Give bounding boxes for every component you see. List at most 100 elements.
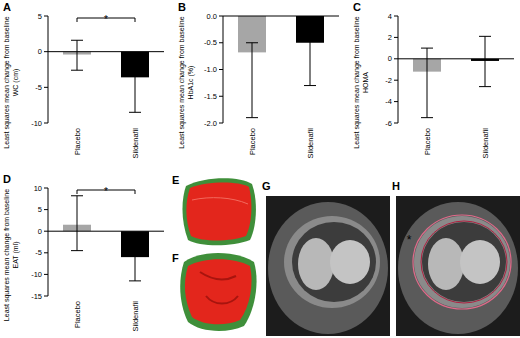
category-label: Placebo: [423, 128, 432, 155]
fat-surface: [182, 178, 255, 245]
y-tick: [44, 188, 48, 189]
mri-chest: [268, 202, 388, 334]
heart-surface: [186, 183, 251, 241]
plot-area: [63, 40, 149, 112]
y-tick: [219, 42, 223, 43]
y-axis-label: HOMA: [362, 72, 369, 93]
y-tick: [394, 37, 398, 38]
surface-line: [192, 198, 248, 204]
render-e: [182, 178, 255, 245]
mri-lv: [330, 240, 370, 284]
y-tick-label: -2: [385, 76, 392, 85]
error-bar: [129, 239, 141, 281]
y-tick-label: -5: [35, 83, 42, 92]
y-tick-label: -0.5: [204, 38, 217, 47]
render-f: [180, 253, 256, 331]
y-axis-label: WC (cm): [12, 69, 20, 97]
y-tick-label: 0: [38, 47, 42, 56]
y-axis-label: Least squares mean change from baseline: [3, 16, 11, 148]
y-tick-label: 5: [38, 205, 42, 214]
mri-background: [396, 196, 520, 336]
error-bar: [304, 35, 316, 85]
fat-surface: [180, 253, 256, 331]
y-tick-label: -4: [385, 97, 392, 106]
category-label: Sildenafil: [481, 128, 490, 159]
y-tick: [44, 16, 48, 17]
fat-contour: [413, 215, 511, 309]
error-bar: [71, 196, 83, 251]
y-axis: [398, 16, 399, 123]
mri-rv: [428, 238, 464, 290]
error-bar: [246, 43, 258, 118]
category-label: Placebo: [248, 128, 257, 155]
mri-fat: [414, 216, 510, 308]
y-tick-label: -10: [31, 119, 42, 128]
y-tick: [394, 80, 398, 81]
y-tick: [44, 51, 48, 52]
y-tick-label: -6: [385, 119, 392, 128]
x-axis: [398, 58, 514, 59]
y-axis-label: EAT (ml): [12, 242, 20, 269]
x-axis: [48, 51, 164, 52]
y-tick-label: 0: [388, 54, 392, 63]
category-label: Sildenafil: [131, 128, 140, 159]
y-axis: [48, 188, 49, 296]
surface-fold: [200, 272, 238, 304]
error-bar: [129, 62, 141, 113]
y-tick-label: 0.0: [207, 12, 217, 21]
plot-area: [238, 16, 324, 118]
y-tick-label: -1.0: [204, 65, 217, 74]
y-axis-label: HbA1c (%): [187, 66, 195, 100]
mri-myocardium: [422, 222, 506, 302]
heart-surface: [185, 259, 252, 324]
x-axis: [48, 231, 164, 232]
y-tick: [44, 274, 48, 275]
y-tick: [219, 96, 223, 97]
y-tick: [394, 123, 398, 124]
y-tick: [394, 16, 398, 17]
y-tick: [44, 123, 48, 124]
y-tick: [44, 209, 48, 210]
error-bar: [479, 36, 491, 86]
y-tick: [44, 252, 48, 253]
y-axis-label: Least squares mean change from baseline: [178, 16, 186, 148]
mri-g: [266, 196, 390, 336]
panel-label: H: [392, 180, 400, 192]
y-tick: [219, 123, 223, 124]
y-tick-label: 5: [38, 12, 42, 21]
category-label: Sildenafil: [306, 128, 315, 159]
y-tick: [219, 69, 223, 70]
panel-label: G: [262, 180, 271, 192]
mri-h: [396, 196, 520, 336]
mri-lv: [460, 240, 500, 284]
y-tick: [219, 16, 223, 17]
y-axis: [48, 16, 49, 123]
category-label: Placebo: [73, 128, 82, 155]
y-tick-label: 0: [38, 227, 42, 236]
plot-area: [63, 196, 149, 281]
panel-label: B: [178, 1, 186, 13]
significance-label: *: [104, 14, 108, 25]
panel-label: C: [353, 1, 361, 13]
y-tick: [394, 58, 398, 59]
y-tick-label: -2.0: [204, 119, 217, 128]
y-tick-label: -10: [31, 270, 42, 279]
panel-label: E: [172, 174, 179, 186]
plot-area: [413, 36, 499, 117]
panel-label: A: [3, 1, 11, 13]
y-tick-label: 4: [388, 12, 392, 21]
pericardium-contour: [421, 221, 507, 303]
x-axis: [223, 16, 339, 17]
mri-chest: [398, 202, 518, 334]
y-tick-label: 2: [388, 33, 392, 42]
panel-label: F: [172, 252, 179, 264]
y-tick-label: 10: [34, 184, 42, 193]
y-axis-label: Least squares mean change from baseline: [353, 16, 361, 148]
y-tick: [394, 101, 398, 102]
y-tick: [44, 296, 48, 297]
image-annotation: *: [407, 233, 412, 247]
y-tick-label: -5: [35, 248, 42, 257]
y-tick: [44, 231, 48, 232]
y-axis-label: Least squares mean change from baseline: [3, 189, 11, 321]
y-tick: [44, 87, 48, 88]
